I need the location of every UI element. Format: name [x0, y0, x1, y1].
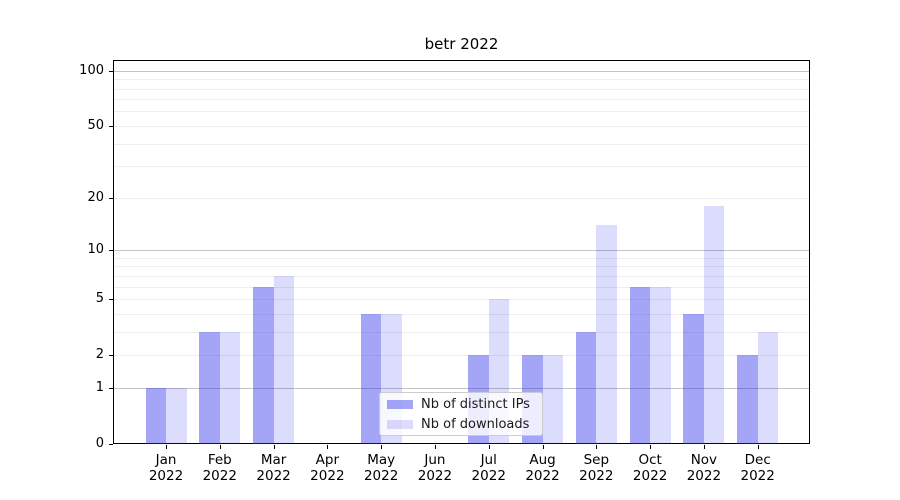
x-tick-mark — [381, 445, 383, 449]
y-tick-label: 1 — [95, 379, 104, 395]
bar-distinct-ips — [737, 355, 758, 444]
gridline-minor — [114, 197, 809, 199]
x-tick-label: Apr 2022 — [310, 452, 345, 484]
x-tick-mark — [273, 445, 275, 449]
y-tick-mark — [109, 444, 113, 445]
gridline-minor — [114, 355, 809, 357]
gridline-minor — [114, 79, 809, 81]
bar-distinct-ips — [360, 313, 382, 444]
x-tick-mark — [219, 445, 221, 449]
gridline-minor — [114, 299, 809, 301]
y-tick-label: 2 — [95, 347, 104, 363]
gridline-minor — [114, 143, 809, 145]
y-tick-mark — [109, 250, 113, 252]
x-tick-label: Oct 2022 — [632, 452, 668, 484]
bar-distinct-ips — [253, 286, 274, 444]
x-tick-label: Feb 2022 — [202, 452, 237, 484]
bar-distinct-ips — [145, 387, 166, 444]
x-tick-label: Jul 2022 — [471, 452, 506, 484]
bar-downloads — [166, 387, 187, 444]
legend-label-distinct-ips: Nb of distinct IPs — [421, 396, 530, 412]
gridline-major — [114, 70, 809, 72]
x-tick-label: Jan 2022 — [148, 452, 184, 484]
gridline-minor — [114, 275, 809, 277]
bar-downloads — [703, 205, 725, 444]
gridline-major — [114, 387, 809, 389]
bar-distinct-ips — [629, 286, 651, 444]
y-tick-label: 20 — [87, 189, 104, 205]
gridline-minor — [114, 99, 809, 101]
x-tick-label: Dec 2022 — [740, 452, 775, 484]
legend: Nb of distinct IPs Nb of downloads — [379, 392, 543, 436]
x-tick-label: Nov 2022 — [686, 452, 722, 484]
x-tick-mark — [703, 445, 705, 449]
legend-label-downloads: Nb of downloads — [421, 416, 530, 432]
y-tick-mark — [109, 355, 113, 357]
x-tick-label: May 2022 — [363, 452, 399, 484]
gridline-minor — [114, 166, 809, 168]
gridline-minor — [114, 125, 809, 127]
legend-swatch-distinct-ips — [387, 399, 413, 409]
x-tick-mark — [327, 445, 329, 449]
legend-item-distinct-ips: Nb of distinct IPs — [387, 397, 535, 412]
x-tick-label: Sep 2022 — [579, 452, 614, 484]
x-tick-label: Mar 2022 — [256, 452, 291, 484]
x-tick-mark — [596, 445, 598, 449]
y-tick-label: 50 — [87, 117, 104, 133]
bar-downloads — [273, 275, 295, 444]
y-tick-label: 5 — [95, 291, 104, 307]
bar-downloads — [219, 331, 241, 444]
plot-area — [113, 60, 810, 444]
legend-swatch-downloads — [387, 419, 413, 429]
x-tick-mark — [542, 445, 544, 449]
y-tick-mark — [109, 70, 113, 72]
y-tick-mark — [109, 197, 113, 199]
x-tick-mark — [166, 445, 167, 449]
x-tick-label: Aug 2022 — [525, 452, 560, 484]
x-tick-label: Jun 2022 — [417, 452, 453, 484]
y-tick-label: 10 — [87, 242, 104, 258]
x-tick-mark — [434, 445, 436, 449]
bar-distinct-ips — [683, 313, 704, 444]
x-tick-mark — [650, 445, 652, 449]
gridline-minor — [114, 331, 809, 333]
bar-downloads — [757, 331, 779, 444]
bar-downloads — [596, 224, 617, 444]
x-tick-mark — [757, 445, 759, 449]
bar-distinct-ips — [199, 331, 220, 444]
gridline-minor — [114, 88, 809, 90]
gridline-minor — [114, 266, 809, 268]
y-tick-mark — [109, 125, 113, 127]
bar-downloads — [542, 355, 564, 444]
gridline-minor — [114, 313, 809, 315]
y-tick-label: 100 — [79, 62, 104, 78]
legend-item-downloads: Nb of downloads — [387, 417, 535, 432]
gridline-minor — [114, 286, 809, 288]
gridline-minor — [114, 257, 809, 259]
y-tick-label: 0 — [95, 436, 104, 451]
bar-downloads — [650, 286, 671, 444]
y-tick-mark — [109, 387, 113, 389]
bar-distinct-ips — [575, 331, 597, 444]
gridline-major — [114, 250, 809, 252]
gridline-minor — [114, 111, 809, 113]
chart-title: betr 2022 — [424, 35, 499, 53]
x-tick-mark — [488, 445, 490, 449]
y-tick-mark — [109, 299, 113, 301]
